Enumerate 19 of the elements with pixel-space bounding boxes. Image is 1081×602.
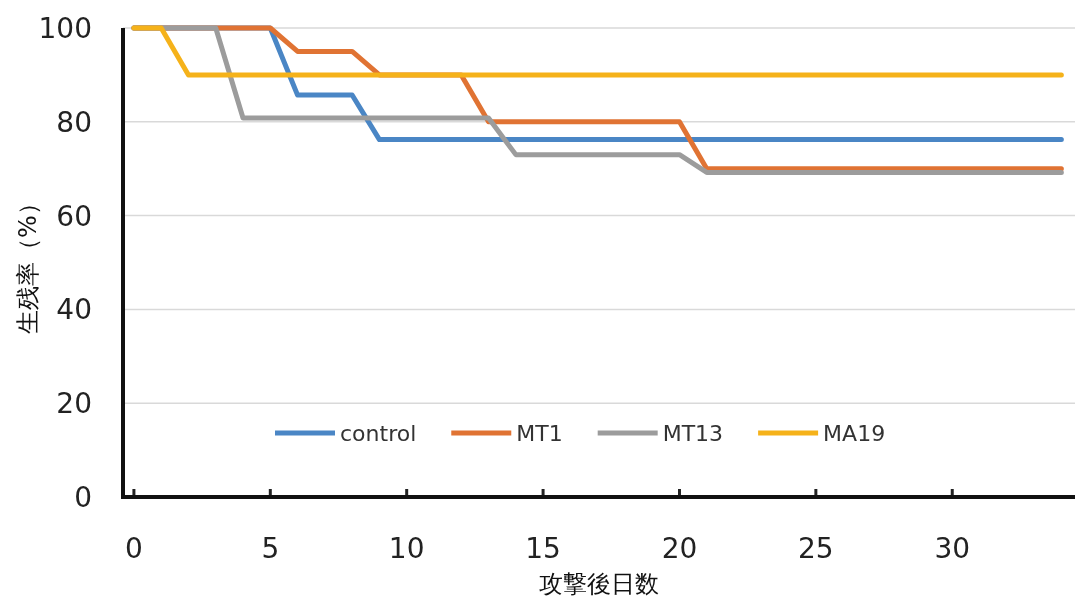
x-tick-label: 15 (525, 532, 561, 565)
legend-label: MT13 (662, 421, 724, 446)
x-tick-label: 20 (661, 532, 698, 565)
x-tick-label: 0 (125, 532, 143, 565)
legend-label: control (340, 421, 417, 446)
y-tick-label: 60 (56, 199, 92, 233)
legend-label: MA19 (823, 421, 886, 446)
x-axis-title: 攻撃後日数 (539, 570, 659, 598)
y-tick-label: 40 (56, 293, 92, 327)
y-tick-label: 100 (38, 12, 92, 45)
x-tick-label: 10 (388, 532, 425, 565)
y-axis-title: 生残率（%） (14, 191, 42, 334)
legend-label: MT1 (516, 421, 563, 446)
x-tick-label: 5 (261, 532, 280, 565)
x-tick-label: 25 (798, 532, 834, 565)
y-tick-label: 20 (56, 387, 92, 421)
y-tick-label: 0 (74, 481, 92, 514)
x-tick-label: 30 (934, 532, 971, 565)
y-tick-label: 80 (56, 105, 92, 139)
